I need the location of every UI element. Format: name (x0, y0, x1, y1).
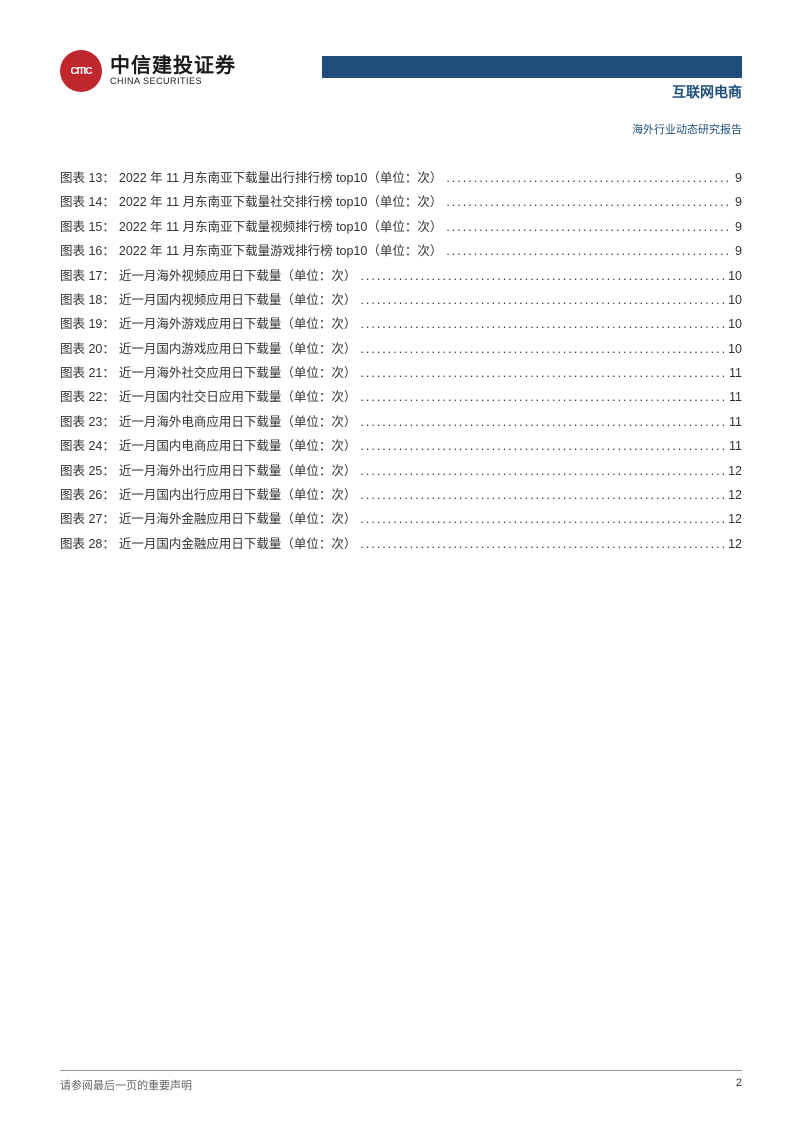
toc-leader-dots (360, 337, 724, 361)
toc-page-number: 11 (729, 410, 742, 434)
toc-page-number: 12 (728, 459, 742, 483)
toc-label: 图表 17： (60, 264, 115, 288)
toc-page-number: 10 (728, 264, 742, 288)
toc-label: 图表 24： (60, 434, 115, 458)
footer-divider (60, 1070, 742, 1071)
toc-page-number: 10 (728, 312, 742, 336)
toc-leader-dots (360, 312, 724, 336)
toc-title: 近一月国内视频应用日下载量（单位：次） (119, 288, 357, 312)
toc-page-number: 12 (728, 483, 742, 507)
logo-text-block: 中信建投证券 CHINA SECURITIES (110, 55, 236, 87)
toc-label: 图表 14： (60, 190, 115, 214)
toc-title: 近一月海外游戏应用日下载量（单位：次） (119, 312, 357, 336)
toc-page-number: 10 (728, 288, 742, 312)
toc-title: 2022 年 11 月东南亚下载量出行排行榜 top10（单位：次） (119, 166, 442, 190)
toc-row: 图表 16：2022 年 11 月东南亚下载量游戏排行榜 top10（单位：次）… (60, 239, 742, 263)
page-container: CITIC 中信建投证券 CHINA SECURITIES 互联网电商 海外行业… (0, 0, 802, 1133)
toc-page-number: 9 (735, 190, 742, 214)
toc-leader-dots (360, 483, 724, 507)
page-number: 2 (736, 1077, 742, 1093)
toc-row: 图表 17：近一月海外视频应用日下载量（单位：次） 10 (60, 264, 742, 288)
toc-row: 图表 15：2022 年 11 月东南亚下载量视频排行榜 top10（单位：次）… (60, 215, 742, 239)
toc-row: 图表 26：近一月国内出行应用日下载量（单位：次） 12 (60, 483, 742, 507)
logo-block: CITIC 中信建投证券 CHINA SECURITIES (60, 50, 236, 92)
toc-label: 图表 27： (60, 507, 115, 531)
toc-label: 图表 21： (60, 361, 115, 385)
logo-english: CHINA SECURITIES (110, 77, 236, 87)
toc-leader-dots (360, 410, 725, 434)
toc-title: 近一月国内社交日应用下载量（单位：次） (119, 385, 357, 409)
header-color-bar (322, 56, 742, 78)
toc-row: 图表 24：近一月国内电商应用日下载量（单位：次） 11 (60, 434, 742, 458)
toc-row: 图表 23：近一月海外电商应用日下载量（单位：次） 11 (60, 410, 742, 434)
toc-label: 图表 16： (60, 239, 115, 263)
toc-label: 图表 19： (60, 312, 115, 336)
subtitle-row: 海外行业动态研究报告 (60, 120, 742, 138)
toc-row: 图表 27：近一月海外金融应用日下载量（单位：次） 12 (60, 507, 742, 531)
toc-leader-dots (446, 166, 731, 190)
toc-page-number: 9 (735, 166, 742, 190)
toc-title: 近一月海外视频应用日下载量（单位：次） (119, 264, 357, 288)
toc-page-number: 11 (729, 361, 742, 385)
toc-label: 图表 23： (60, 410, 115, 434)
toc-leader-dots (360, 288, 724, 312)
toc-label: 图表 22： (60, 385, 115, 409)
toc-row: 图表 25：近一月海外出行应用日下载量（单位：次） 12 (60, 459, 742, 483)
toc-label: 图表 26： (60, 483, 115, 507)
toc-title: 近一月国内金融应用日下载量（单位：次） (119, 532, 357, 556)
toc-leader-dots (360, 434, 725, 458)
toc-leader-dots (360, 459, 724, 483)
toc-title: 近一月国内游戏应用日下载量（单位：次） (119, 337, 357, 361)
toc-row: 图表 18：近一月国内视频应用日下载量（单位：次） 10 (60, 288, 742, 312)
page-header: CITIC 中信建投证券 CHINA SECURITIES 互联网电商 (60, 50, 742, 102)
logo-mark-text: CITIC (70, 66, 91, 77)
page-footer: 请参阅最后一页的重要声明 2 (60, 1070, 742, 1093)
toc-page-number: 11 (729, 434, 742, 458)
toc-title: 近一月国内电商应用日下载量（单位：次） (119, 434, 357, 458)
footer-row: 请参阅最后一页的重要声明 2 (60, 1077, 742, 1093)
toc-label: 图表 18： (60, 288, 115, 312)
logo-icon: CITIC (60, 50, 102, 92)
toc-page-number: 9 (735, 239, 742, 263)
toc-title: 近一月海外社交应用日下载量（单位：次） (119, 361, 357, 385)
toc-row: 图表 28：近一月国内金融应用日下载量（单位：次） 12 (60, 532, 742, 556)
footer-disclaimer: 请参阅最后一页的重要声明 (60, 1077, 192, 1093)
toc-page-number: 10 (728, 337, 742, 361)
toc-title: 近一月海外出行应用日下载量（单位：次） (119, 459, 357, 483)
toc-title: 2022 年 11 月东南亚下载量游戏排行榜 top10（单位：次） (119, 239, 442, 263)
toc-leader-dots (360, 264, 724, 288)
toc-page-number: 11 (729, 385, 742, 409)
toc-title: 近一月国内出行应用日下载量（单位：次） (119, 483, 357, 507)
document-subtitle: 海外行业动态研究报告 (632, 124, 742, 136)
toc-leader-dots (360, 385, 725, 409)
toc-label: 图表 20： (60, 337, 115, 361)
header-right: 互联网电商 (322, 50, 742, 102)
document-category: 互联网电商 (322, 82, 742, 102)
toc-leader-dots (360, 361, 725, 385)
toc-title: 2022 年 11 月东南亚下载量视频排行榜 top10（单位：次） (119, 215, 442, 239)
toc-row: 图表 13：2022 年 11 月东南亚下载量出行排行榜 top10（单位：次）… (60, 166, 742, 190)
toc-leader-dots (360, 532, 724, 556)
toc-page-number: 12 (728, 532, 742, 556)
toc-label: 图表 15： (60, 215, 115, 239)
toc-leader-dots (446, 239, 731, 263)
toc-leader-dots (446, 215, 731, 239)
toc-page-number: 12 (728, 507, 742, 531)
toc-row: 图表 14：2022 年 11 月东南亚下载量社交排行榜 top10（单位：次）… (60, 190, 742, 214)
toc-leader-dots (360, 507, 724, 531)
toc-row: 图表 20：近一月国内游戏应用日下载量（单位：次） 10 (60, 337, 742, 361)
toc-title: 2022 年 11 月东南亚下载量社交排行榜 top10（单位：次） (119, 190, 442, 214)
toc-title: 近一月海外金融应用日下载量（单位：次） (119, 507, 357, 531)
toc-label: 图表 25： (60, 459, 115, 483)
toc-label: 图表 13： (60, 166, 115, 190)
toc-row: 图表 22：近一月国内社交日应用下载量（单位：次） 11 (60, 385, 742, 409)
toc-title: 近一月海外电商应用日下载量（单位：次） (119, 410, 357, 434)
toc-page-number: 9 (735, 215, 742, 239)
table-of-contents: 图表 13：2022 年 11 月东南亚下载量出行排行榜 top10（单位：次）… (60, 166, 742, 556)
toc-label: 图表 28： (60, 532, 115, 556)
logo-chinese: 中信建投证券 (110, 55, 236, 77)
toc-row: 图表 21：近一月海外社交应用日下载量（单位：次） 11 (60, 361, 742, 385)
toc-leader-dots (446, 190, 731, 214)
toc-row: 图表 19：近一月海外游戏应用日下载量（单位：次） 10 (60, 312, 742, 336)
